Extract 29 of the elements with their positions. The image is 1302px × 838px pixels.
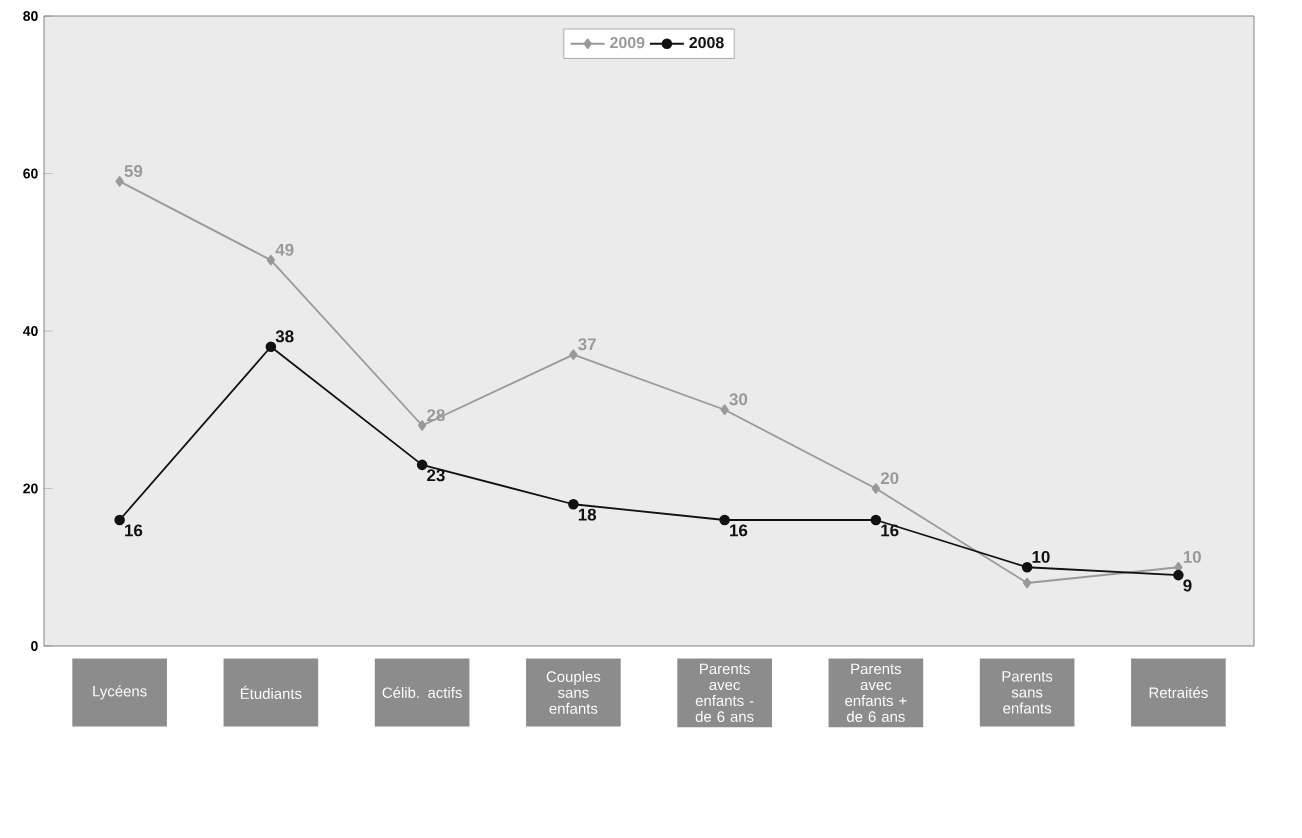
- point: [720, 404, 729, 416]
- data-label: 16: [730, 524, 748, 537]
- point: [266, 254, 276, 266]
- point: [417, 420, 427, 431]
- data-label: 49: [275, 243, 294, 256]
- data-label: 10: [1183, 550, 1201, 563]
- point: [568, 498, 579, 510]
- point: [871, 483, 881, 494]
- point: [416, 459, 428, 471]
- point: [719, 514, 730, 526]
- data-label: 23: [427, 469, 445, 482]
- point: [115, 176, 124, 187]
- data-label: 37: [578, 338, 596, 351]
- data-label: 30: [729, 393, 748, 406]
- point: [1022, 577, 1032, 589]
- data-label: 59: [124, 165, 143, 177]
- data-label: 38: [275, 330, 294, 343]
- data-label: 16: [125, 524, 143, 537]
- data-label: 20: [880, 472, 899, 485]
- point: [1021, 561, 1033, 573]
- data-label: 9: [1183, 579, 1192, 592]
- point: [870, 514, 882, 526]
- point: [114, 514, 125, 526]
- data-label: 10: [1032, 550, 1050, 563]
- point: [1173, 569, 1184, 581]
- point: [265, 341, 277, 353]
- point: [569, 349, 578, 360]
- data-label: 18: [578, 508, 597, 521]
- data-label: 16: [881, 524, 899, 537]
